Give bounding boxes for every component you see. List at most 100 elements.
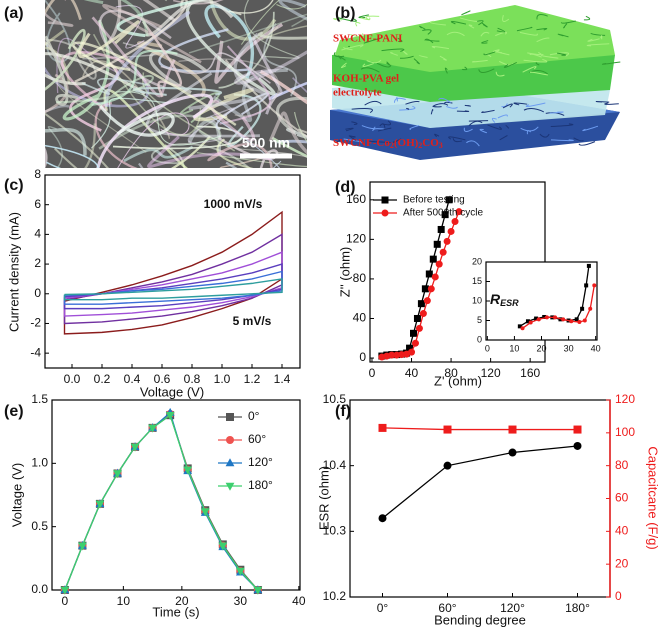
strand [461,10,471,16]
marker [226,436,234,444]
nanofiber [278,0,307,21]
strand [480,31,490,37]
y-tick-label: 0 [477,334,482,344]
nanofiber [188,13,307,54]
legend-label: 60° [248,432,266,446]
nanofiber [45,104,70,113]
nanofiber [123,145,194,163]
series-line [382,445,578,519]
marker [443,461,452,470]
nanofiber [72,41,237,127]
strand [340,62,347,69]
strand [381,48,405,53]
y-axis-title: Z'' (ohm) [337,247,352,297]
marker [421,285,429,293]
marker [508,425,517,434]
y2-tick-label: 80 [615,458,629,472]
y-tick-label: 6 [34,197,41,211]
strand [350,33,364,37]
y2-tick-label: 0 [615,589,622,603]
strand [343,138,363,144]
panel-labels: (a) (b) (c) (d) (e) (f) [4,5,355,420]
nanofiber [286,128,307,139]
x-tick-label: 40 [591,343,601,353]
strand [464,104,471,107]
y-tick-label: 20 [472,256,482,266]
strand [468,120,483,127]
y-tick-label: 8 [34,167,41,181]
strand [540,53,559,59]
y-tick-label: 0.5 [31,519,48,533]
y-tick-label: 1.0 [31,456,48,470]
nanofiber [210,115,282,168]
x-tick-label: 0° [377,601,389,615]
marker [410,329,418,337]
x-tick-label: 120° [500,601,525,615]
strand [502,103,513,109]
y-tick-label: 10.5 [323,392,347,406]
marker [235,567,245,576]
strand [578,141,596,146]
annotation-main: R [490,291,501,307]
strand [405,101,420,105]
marker [573,441,582,450]
marker [445,196,453,204]
formula-sub: 3 [439,141,443,150]
strand [444,67,448,74]
strand [525,102,546,107]
y-axis-title: Current density (mA) [6,212,21,332]
nanofiber [234,50,307,85]
x-tick-label: 30 [564,343,574,353]
strand [337,55,346,61]
strand [393,97,406,103]
y-tick-label: 5 [477,315,482,325]
nanofiber [137,41,206,98]
legend-label: 120° [248,455,273,469]
strand [535,62,540,66]
nanofiber [45,52,146,95]
marker [200,508,210,517]
x-tick-label: 80 [444,366,458,380]
strand [590,32,606,36]
strand [372,128,385,132]
sem-image: 500 nm [45,0,307,168]
y-tick-label: 10.2 [323,589,347,603]
strand [586,43,610,47]
x-tick-label: 0.6 [154,372,171,386]
marker [427,285,435,293]
y-tick-label: 0.0 [31,582,48,596]
formula-part: SWCNF-Co [333,137,390,149]
marker [577,320,582,325]
nanofiber [45,28,86,91]
strand [361,125,376,129]
marker [165,412,175,420]
formula-part: CO [422,137,439,149]
marker [425,270,433,278]
nanofiber [251,37,283,115]
strand [583,15,591,21]
strand [481,40,489,44]
marker [381,209,389,217]
top-layer-label: SWCNF-PANI [333,33,402,45]
marker [429,255,437,263]
y-tick-label: -2 [30,316,41,330]
marker [520,326,525,331]
strand [539,133,550,138]
nanofiber [160,52,271,84]
strand [479,128,488,134]
series-line [64,414,259,591]
marker [592,283,597,288]
marker [584,283,589,288]
formula-part: (OH) [394,137,419,149]
strand [406,107,410,110]
strand [550,139,574,142]
strand [502,15,510,22]
y-tick-label: 1.5 [31,392,48,406]
strand [520,126,539,132]
strand [471,59,488,63]
marker [218,542,228,551]
y-tick-label: 80 [353,271,367,285]
strand [452,138,463,143]
marker [525,319,530,324]
nanofiber [61,51,125,112]
